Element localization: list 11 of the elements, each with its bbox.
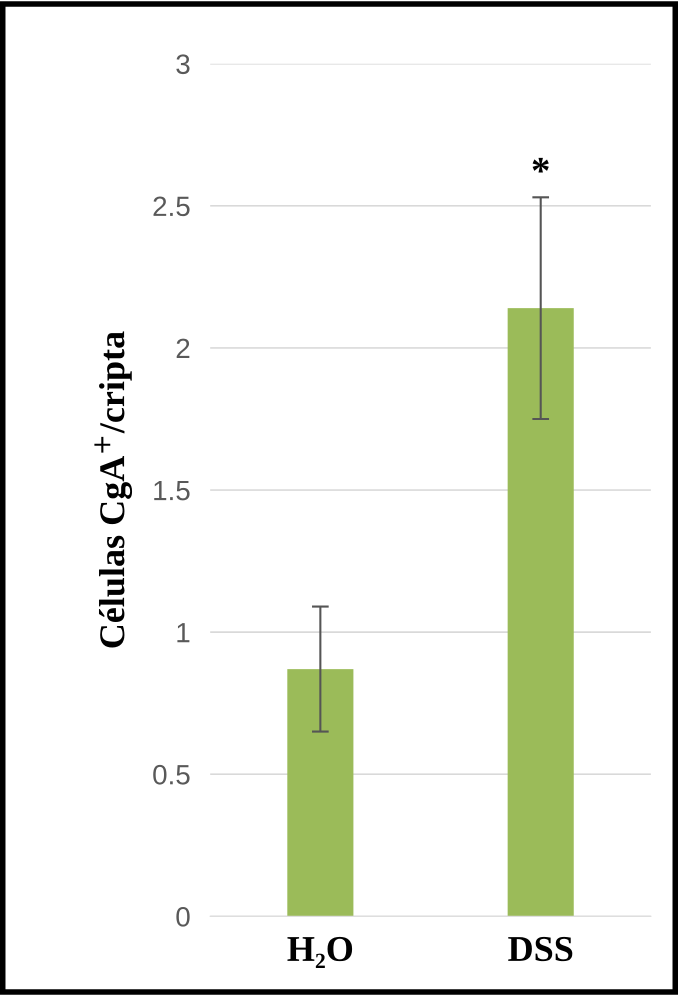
y-axis-title: Células CgA$^{+}$/cripta xyxy=(94,331,132,648)
y-tick-label: 2.5 xyxy=(154,196,190,216)
y-tick-label: 2 xyxy=(176,338,190,358)
annotation: * xyxy=(532,158,549,172)
y-tick-label: 0 xyxy=(176,906,190,927)
x-tick-label: DSS xyxy=(508,936,572,962)
y-tick-label: 1 xyxy=(177,623,190,642)
y-tick-label: 1.5 xyxy=(154,480,190,500)
x-tick-label: H₂O xyxy=(287,936,352,968)
y-tick-label: 0.5 xyxy=(153,764,190,785)
y-tick-label: 3 xyxy=(176,54,190,74)
